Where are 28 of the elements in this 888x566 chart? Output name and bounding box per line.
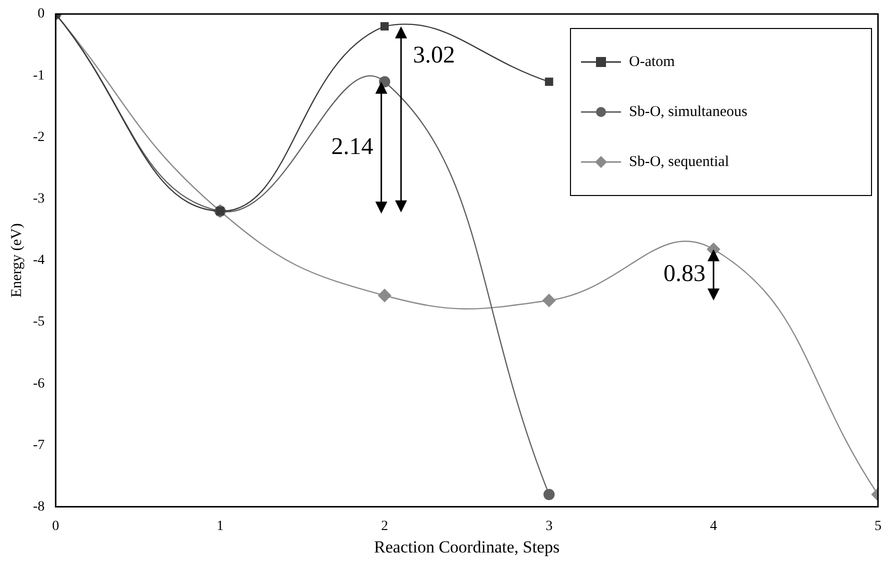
point xyxy=(378,288,392,302)
point xyxy=(380,22,389,30)
legend-label: Sb-O, simultaneous xyxy=(629,104,748,120)
legend-label: O-atom xyxy=(629,54,675,70)
y-tick-label: 0 xyxy=(38,6,45,22)
point xyxy=(544,78,554,86)
y-tick-label: -5 xyxy=(32,314,45,330)
point xyxy=(543,488,555,500)
y-tick-label: -8 xyxy=(32,499,45,514)
x-tick-label: 1 xyxy=(216,518,224,534)
point xyxy=(542,294,556,308)
x-tick-label: 4 xyxy=(710,518,718,534)
x-axis-title: Reaction Coordinate, Steps xyxy=(374,537,560,556)
annotation: 3.02 xyxy=(413,42,456,69)
y-tick-label: -1 xyxy=(32,68,45,84)
x-tick-label: 3 xyxy=(546,518,553,534)
y-tick-label: -4 xyxy=(32,253,45,268)
y-tick-label: -6 xyxy=(32,376,45,392)
legend-label: Sb-O, sequential xyxy=(629,154,729,170)
y-axis-title: Energy (eV) xyxy=(8,223,25,298)
y-tick-label: -3 xyxy=(32,191,45,206)
annotation: 2.14 xyxy=(331,134,374,160)
x-tick-label: 2 xyxy=(381,518,388,534)
x-tick-label: 0 xyxy=(52,518,60,534)
y-tick-label: -2 xyxy=(32,130,45,145)
annotation: 0.83 xyxy=(664,261,706,288)
y-tick-label: -7 xyxy=(32,438,45,453)
x-tick-label: 5 xyxy=(874,518,882,534)
